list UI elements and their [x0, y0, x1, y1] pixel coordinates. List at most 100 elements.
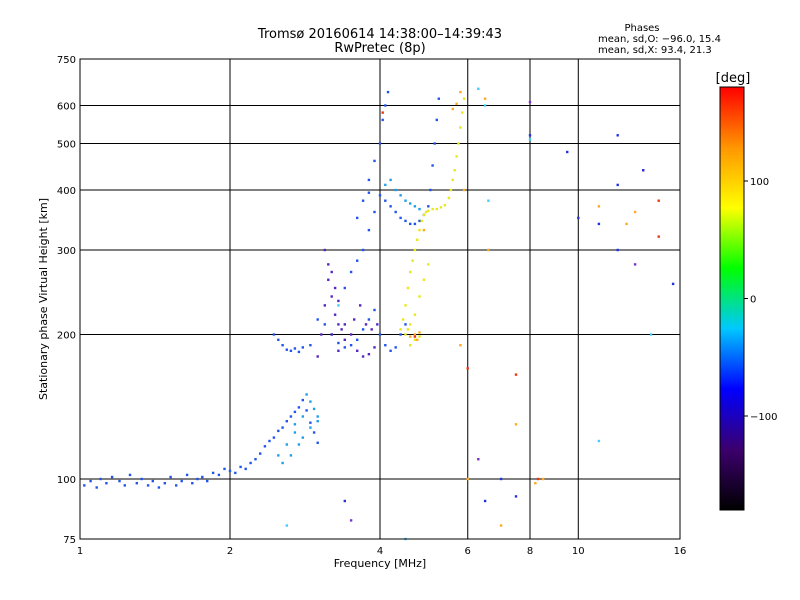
y-tick-label: 200	[57, 331, 76, 342]
data-point	[431, 164, 434, 167]
data-point	[359, 304, 362, 307]
data-point	[281, 344, 284, 347]
data-point	[301, 398, 304, 402]
data-point	[378, 194, 382, 197]
data-point	[462, 97, 466, 100]
data-point	[367, 318, 371, 321]
data-point	[312, 431, 316, 434]
data-point	[462, 188, 466, 192]
data-point	[597, 439, 601, 443]
data-point	[361, 199, 365, 202]
data-point	[514, 373, 518, 376]
data-point	[386, 90, 390, 94]
data-point	[239, 465, 242, 469]
data-point	[394, 210, 397, 214]
data-point	[453, 169, 456, 172]
data-point	[99, 477, 102, 481]
data-point	[367, 178, 371, 182]
data-point	[616, 248, 619, 252]
data-point	[333, 313, 337, 316]
data-point	[301, 436, 304, 439]
data-point	[309, 400, 312, 403]
data-point	[404, 199, 407, 202]
data-point	[409, 202, 412, 205]
data-point	[146, 484, 150, 487]
colorbar-tick-label: 100	[750, 177, 769, 188]
data-point	[95, 486, 98, 489]
data-point	[418, 207, 421, 211]
data-point	[413, 338, 417, 341]
data-point	[409, 270, 412, 274]
data-point	[534, 482, 537, 485]
data-point	[223, 467, 226, 471]
data-point	[633, 263, 637, 266]
data-point	[349, 333, 353, 336]
data-point	[353, 318, 356, 321]
data-point	[293, 423, 297, 426]
data-point	[277, 454, 280, 457]
data-point	[316, 415, 319, 418]
data-point	[378, 142, 382, 145]
y-tick-labels: 75 100 200 300 400 500 600 750	[57, 55, 76, 546]
data-point	[437, 97, 440, 100]
data-point	[384, 104, 387, 107]
data-point	[429, 188, 432, 192]
data-point	[413, 335, 417, 338]
data-point	[399, 328, 402, 331]
data-point	[399, 333, 402, 336]
data-point	[459, 126, 462, 129]
data-point	[367, 228, 371, 232]
data-point	[514, 495, 518, 498]
data-point	[394, 188, 397, 192]
data-point	[297, 350, 301, 354]
data-point	[597, 222, 601, 226]
y-tick-label: 500	[57, 140, 76, 151]
data-point	[272, 333, 276, 336]
data-point	[180, 479, 183, 483]
data-point	[384, 199, 387, 202]
data-point	[528, 100, 532, 104]
data-point	[384, 183, 387, 187]
data-point	[281, 426, 284, 429]
data-point	[123, 484, 126, 487]
data-point	[451, 107, 454, 111]
data-point	[196, 477, 199, 481]
data-point	[616, 134, 619, 137]
data-points	[83, 87, 675, 541]
x-tick-label: 2	[227, 546, 233, 557]
data-point	[293, 410, 297, 414]
data-point	[289, 349, 293, 352]
data-point	[373, 346, 376, 349]
data-point	[422, 213, 426, 217]
data-point	[413, 205, 417, 208]
data-point	[157, 486, 161, 489]
phases-title: Phases	[624, 23, 659, 34]
data-point	[466, 477, 469, 481]
data-point	[487, 199, 490, 202]
data-point	[459, 344, 462, 347]
data-point	[206, 479, 209, 483]
phases-line-o: mean, sd,O: −96.0, 15.4	[598, 34, 721, 45]
data-point	[416, 338, 419, 341]
data-point	[349, 270, 353, 274]
data-point	[254, 458, 257, 461]
data-point	[361, 248, 365, 252]
data-point	[499, 524, 503, 527]
data-point	[411, 259, 414, 262]
data-point	[413, 313, 417, 316]
data-point	[427, 263, 430, 266]
data-point	[399, 216, 402, 220]
data-point	[409, 222, 412, 226]
data-point	[671, 282, 675, 286]
data-point	[439, 206, 443, 209]
data-point	[418, 335, 421, 338]
colorbar-tick-label: −100	[750, 412, 777, 423]
data-point	[384, 344, 387, 347]
data-point	[249, 461, 252, 465]
chart-title: Tromsø 20160614 14:38:00–14:39:43	[257, 27, 502, 42]
data-point	[427, 209, 430, 212]
data-point	[337, 323, 340, 326]
data-point	[118, 479, 121, 483]
data-point	[451, 178, 454, 182]
